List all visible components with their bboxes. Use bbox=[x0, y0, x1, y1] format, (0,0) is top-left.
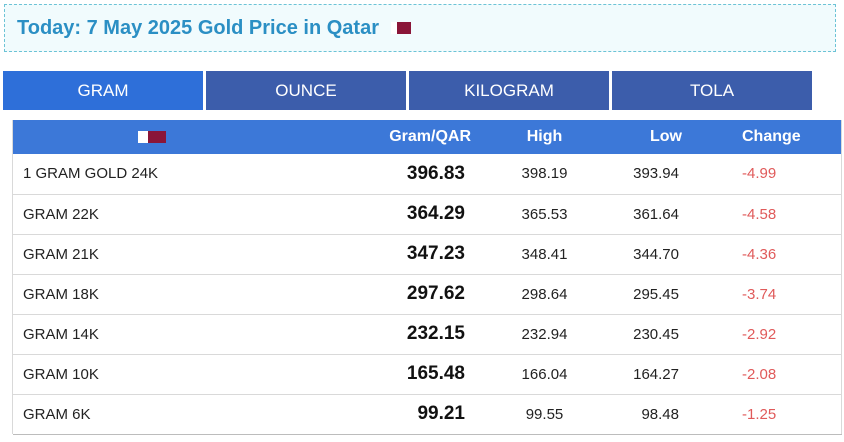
row-low: 230.45 bbox=[633, 325, 679, 343]
row-low: 98.48 bbox=[641, 405, 679, 423]
qatar-flag-icon bbox=[390, 22, 411, 34]
page-title-box: Today: 7 May 2025 Gold Price in Qatar bbox=[4, 4, 836, 52]
row-price: 99.21 bbox=[417, 403, 465, 424]
row-high: 365.53 bbox=[521, 205, 568, 223]
row-price: 364.29 bbox=[406, 203, 465, 224]
row-name: 1 GRAM GOLD 24K bbox=[23, 165, 159, 183]
row-high: 398.19 bbox=[521, 165, 568, 183]
table-row: GRAM 10K 165.48 166.04 164.27 -2.08 bbox=[13, 354, 842, 394]
row-change: -4.58 bbox=[742, 205, 777, 223]
page-title: Today: 7 May 2025 Gold Price in Qatar bbox=[17, 16, 379, 39]
row-high: 232.94 bbox=[521, 325, 568, 343]
header-high: High bbox=[526, 128, 563, 145]
qatar-flag-icon bbox=[138, 130, 166, 143]
header-gram-qar: Gram/QAR bbox=[389, 128, 471, 145]
row-price: 347.23 bbox=[406, 243, 465, 264]
row-low: 361.64 bbox=[633, 205, 679, 223]
row-change: -2.08 bbox=[742, 365, 777, 383]
row-name: GRAM 18K bbox=[23, 285, 99, 303]
table-row: 1 GRAM GOLD 24K 396.83 398.19 393.94 -4.99 bbox=[13, 154, 842, 194]
row-change: -2.92 bbox=[742, 325, 777, 343]
row-high: 348.41 bbox=[521, 245, 568, 263]
row-price: 232.15 bbox=[406, 323, 465, 344]
row-change: -4.99 bbox=[742, 165, 777, 183]
tab-kilogram[interactable]: KILOGRAM bbox=[409, 71, 609, 110]
header-flag-cell bbox=[13, 120, 291, 154]
row-high: 99.55 bbox=[525, 405, 564, 423]
header-change: Change bbox=[742, 128, 801, 145]
row-name: GRAM 10K bbox=[23, 365, 99, 383]
row-change: -3.74 bbox=[742, 285, 777, 303]
row-low: 295.45 bbox=[633, 285, 679, 303]
row-change: -4.36 bbox=[742, 245, 777, 263]
row-name: GRAM 6K bbox=[23, 405, 91, 423]
table-row: GRAM 14K 232.15 232.94 230.45 -2.92 bbox=[13, 314, 842, 354]
row-price: 165.48 bbox=[406, 363, 465, 384]
row-high: 166.04 bbox=[521, 365, 568, 383]
header-low: Low bbox=[650, 128, 682, 145]
tab-gram[interactable]: GRAM bbox=[3, 71, 203, 110]
row-name: GRAM 14K bbox=[23, 325, 99, 343]
table-row: GRAM 22K 364.29 365.53 361.64 -4.58 bbox=[13, 194, 842, 234]
gold-price-table: Gram/QAR High Low Change 1 GRAM GOLD 24K… bbox=[13, 120, 842, 435]
row-low: 164.27 bbox=[633, 365, 679, 383]
table-row: GRAM 18K 297.62 298.64 295.45 -3.74 bbox=[13, 274, 842, 314]
tab-ounce[interactable]: OUNCE bbox=[206, 71, 406, 110]
row-name: GRAM 22K bbox=[23, 205, 99, 223]
row-high: 298.64 bbox=[521, 285, 568, 303]
row-name: GRAM 21K bbox=[23, 245, 99, 263]
table-header-row: Gram/QAR High Low Change bbox=[13, 120, 842, 154]
unit-tabs: GRAM OUNCE KILOGRAM TOLA bbox=[3, 71, 815, 110]
row-price: 297.62 bbox=[406, 283, 465, 304]
tab-tola[interactable]: TOLA bbox=[612, 71, 812, 110]
row-change: -1.25 bbox=[742, 405, 777, 423]
row-price: 396.83 bbox=[406, 162, 465, 184]
table-row: GRAM 21K 347.23 348.41 344.70 -4.36 bbox=[13, 234, 842, 274]
row-low: 393.94 bbox=[633, 165, 679, 183]
table-row: GRAM 6K 99.21 99.55 98.48 -1.25 bbox=[13, 394, 842, 434]
row-low: 344.70 bbox=[633, 245, 679, 263]
